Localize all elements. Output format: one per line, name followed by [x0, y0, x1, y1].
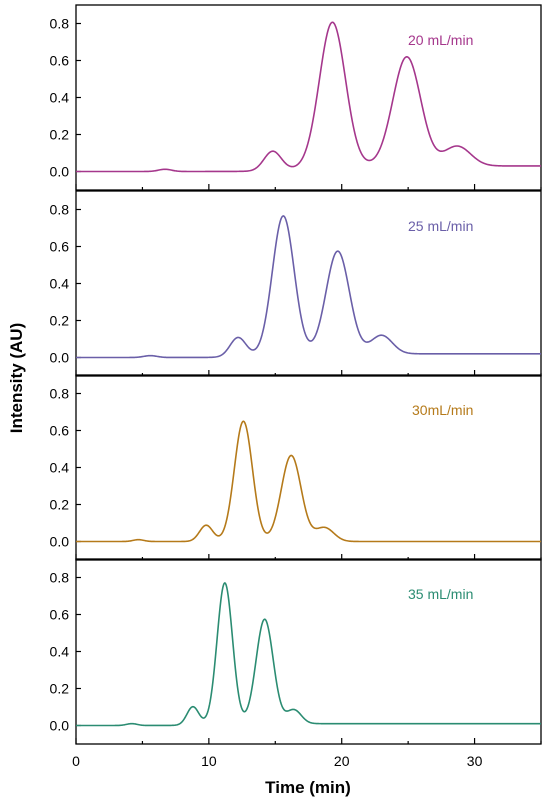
y-tick-label: 0.0 — [50, 350, 70, 366]
y-tick-label: 0.4 — [50, 460, 70, 476]
y-tick-label: 0.0 — [50, 718, 70, 734]
y-tick-label: 0.6 — [50, 239, 70, 255]
y-tick-label: 0.6 — [50, 423, 70, 439]
series-line — [75, 21, 542, 173]
y-tick-label: 0.2 — [50, 497, 70, 513]
series-line — [75, 582, 542, 727]
x-axis: 0 10 20 30 — [72, 753, 482, 769]
y-tick-label: 0.4 — [50, 90, 70, 106]
panels-layer: 0.0 0.2 0.4 0.6 0.8 20 mL/min 0.0 0.2 0.4 0.6 0.8 2… — [50, 4, 542, 745]
panel-3: 0.0 0.2 0.4 0.6 0.8 30mL/min — [50, 374, 542, 561]
x-tick-label: 0 — [72, 753, 80, 769]
y-tick-label: 0.6 — [50, 607, 70, 623]
x-tick-label: 10 — [201, 753, 217, 769]
x-tick-label: 20 — [334, 753, 350, 769]
y-tick-label: 0.0 — [50, 534, 70, 550]
series-label: 25 mL/min — [408, 218, 473, 234]
y-tick-label: 0.8 — [50, 202, 70, 218]
series-line — [75, 420, 542, 543]
panel-1: 0.0 0.2 0.4 0.6 0.8 20 mL/min — [50, 4, 542, 191]
y-tick-label: 0.4 — [50, 644, 70, 660]
panel-2: 0.0 0.2 0.4 0.6 0.8 25 mL/min — [50, 190, 542, 377]
y-tick-label: 0.2 — [50, 313, 70, 329]
y-tick-label: 0.2 — [50, 681, 70, 697]
series-label: 35 mL/min — [408, 586, 473, 602]
series-line — [75, 215, 542, 359]
series-label: 20 mL/min — [408, 32, 473, 48]
y-tick-label: 0.2 — [50, 127, 70, 143]
series-label: 30mL/min — [412, 402, 473, 418]
y-axis-title: Intensity (AU) — [7, 323, 26, 434]
y-tick-label: 0.8 — [50, 570, 70, 586]
y-tick-label: 0.4 — [50, 276, 70, 292]
x-axis-title: Time (min) — [265, 778, 351, 797]
panel-4: 0.0 0.2 0.4 0.6 0.8 35 mL/min — [50, 558, 542, 745]
y-tick-label: 0.0 — [50, 164, 70, 180]
x-tick-label: 30 — [467, 753, 483, 769]
y-tick-label: 0.6 — [50, 53, 70, 69]
y-tick-label: 0.8 — [50, 16, 70, 32]
y-tick-label: 0.8 — [50, 386, 70, 402]
